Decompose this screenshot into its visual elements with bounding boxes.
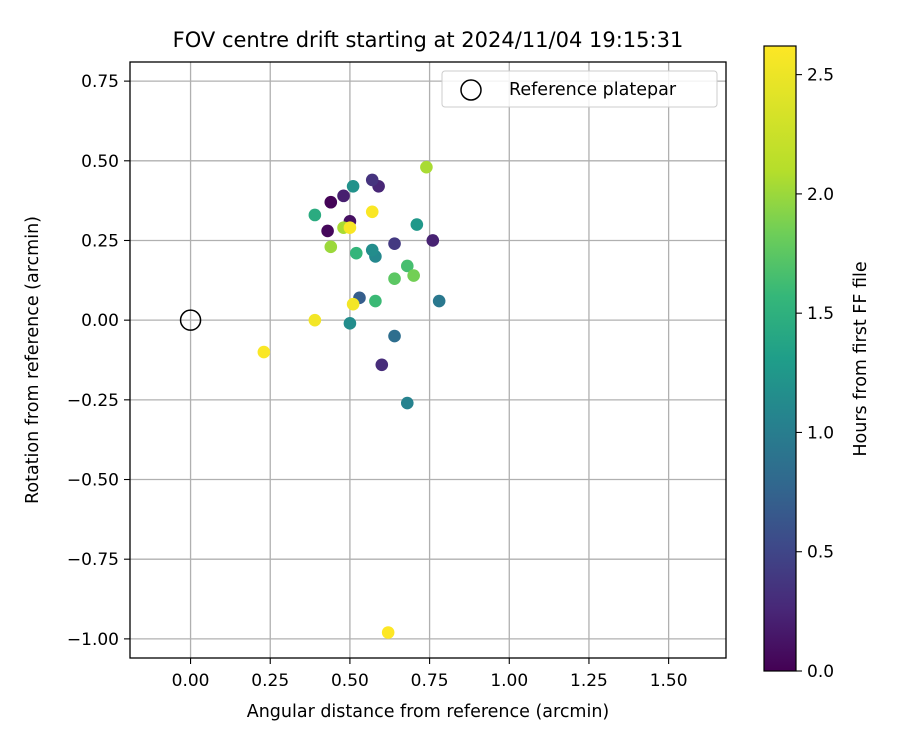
y-tick-label: 0.75: [81, 72, 119, 92]
y-tick-label: 0.25: [81, 231, 119, 251]
data-point: [321, 224, 334, 238]
data-point: [369, 294, 382, 308]
data-point: [257, 345, 271, 359]
data-point: [346, 297, 360, 311]
data-point: [400, 259, 414, 273]
data-point: [375, 358, 389, 372]
legend: Reference platepar: [441, 70, 718, 108]
x-ticks: 0.00 0.25 0.50 0.75 1.00 1.25 1.50: [172, 658, 688, 691]
data-point: [365, 173, 379, 187]
y-tick-label: −1.00: [67, 630, 119, 650]
data-point: [426, 234, 440, 247]
legend-box: [441, 70, 718, 108]
chart-title: FOV centre drift starting at 2024/11/04 …: [173, 28, 684, 52]
y-tick-label: 0.50: [81, 152, 119, 172]
data-point: [407, 269, 420, 282]
x-tick-label: 1.25: [570, 671, 608, 691]
y-ticks: 0.75 0.50 0.25 0.00 −0.25 −0.50 −0.75 −1.00: [67, 72, 130, 650]
colorbar-label: Hours from first FF file: [851, 261, 871, 456]
x-tick-label: 1.50: [650, 671, 688, 691]
data-point: [388, 329, 401, 343]
colorbar-tick-label: 2.5: [807, 66, 834, 86]
x-tick-label: 0.00: [172, 671, 210, 691]
x-tick-label: 1.00: [490, 671, 528, 691]
colorbar-ticks: 0.0 0.5 1.0 1.5 2.0 2.5: [796, 66, 834, 682]
data-point: [308, 208, 322, 222]
data-points: [257, 160, 446, 639]
plot-frame: [129, 61, 727, 659]
legend-marker: [460, 79, 482, 101]
y-tick-label: −0.25: [67, 391, 119, 411]
colorbar-tick-label: 2.0: [807, 185, 834, 205]
x-tick-label: 0.25: [251, 671, 289, 691]
data-point: [400, 396, 414, 410]
data-point: [337, 189, 350, 203]
colorbar-tick-label: 0.0: [807, 662, 834, 682]
y-tick-label: 0.00: [81, 311, 119, 331]
data-point: [381, 626, 395, 639]
legend-label: Reference platepar: [509, 80, 677, 100]
grid: [130, 62, 726, 658]
data-point: [343, 221, 357, 235]
data-point: [388, 272, 401, 286]
reference-marker: [179, 309, 202, 331]
data-point: [365, 243, 379, 257]
data-point: [432, 294, 446, 308]
data-point: [324, 195, 338, 209]
colorbar-gradient: [763, 45, 797, 672]
data-point: [388, 237, 401, 250]
colorbar-tick-label: 1.5: [807, 304, 834, 324]
y-axis-label: Rotation from reference (arcmin): [23, 216, 43, 504]
colorbar-tick-label: 0.5: [807, 543, 834, 563]
data-point: [365, 205, 379, 219]
y-tick-label: −0.75: [67, 550, 119, 570]
colorbar: 0.0 0.5 1.0 1.5 2.0 2.5 Hours from first FF f…: [763, 45, 871, 682]
reference-platepar-marker: [179, 309, 202, 331]
x-axis-label: Angular distance from reference (arcmin): [247, 702, 610, 722]
data-point: [410, 218, 424, 231]
data-point: [346, 179, 360, 193]
x-tick-label: 0.75: [411, 671, 449, 691]
data-point: [308, 313, 322, 327]
x-tick-label: 0.50: [331, 671, 369, 691]
data-point: [420, 160, 433, 174]
colorbar-tick-label: 1.0: [807, 423, 834, 443]
data-point: [324, 240, 338, 254]
data-point: [349, 246, 363, 260]
data-point: [343, 317, 357, 330]
y-tick-label: −0.50: [67, 471, 119, 491]
